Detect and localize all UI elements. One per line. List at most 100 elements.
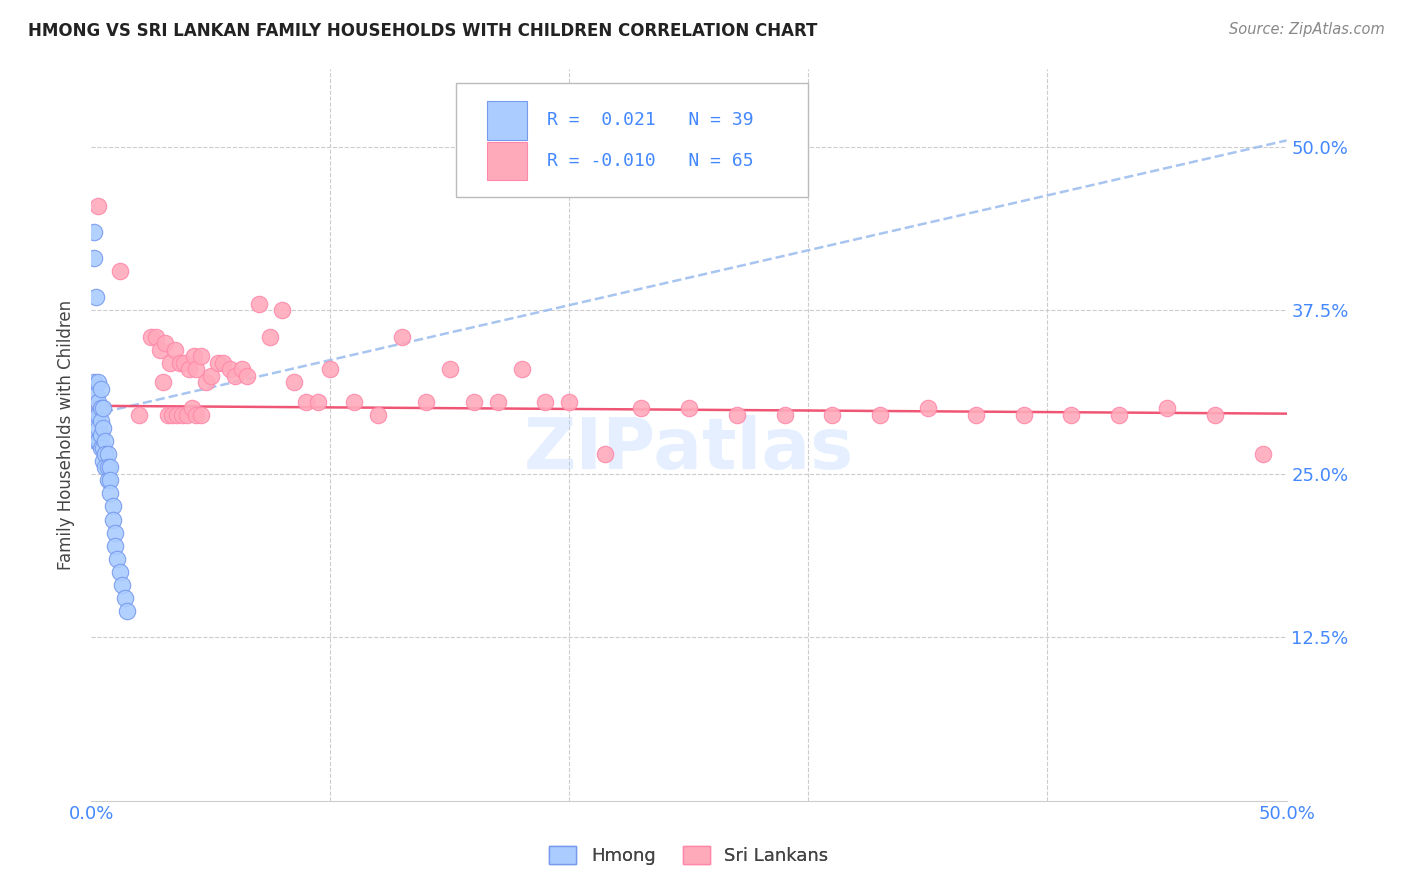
- Point: [319, 362, 342, 376]
- Point: [307, 395, 329, 409]
- Point: [510, 362, 533, 376]
- Point: [111, 578, 134, 592]
- Point: [207, 356, 229, 370]
- Point: [170, 408, 193, 422]
- Point: [186, 362, 208, 376]
- Point: [166, 408, 188, 422]
- Point: [630, 401, 652, 416]
- Point: [247, 297, 270, 311]
- Point: [83, 401, 105, 416]
- Point: [91, 441, 114, 455]
- Point: [114, 591, 136, 605]
- Text: R = -0.010   N = 65: R = -0.010 N = 65: [547, 152, 754, 169]
- Point: [194, 376, 217, 390]
- Point: [87, 421, 110, 435]
- Point: [152, 376, 174, 390]
- Point: [678, 401, 700, 416]
- Point: [1251, 447, 1274, 461]
- Point: [415, 395, 437, 409]
- Point: [1108, 408, 1130, 422]
- Point: [179, 362, 201, 376]
- Point: [139, 329, 162, 343]
- Point: [1060, 408, 1083, 422]
- Point: [162, 408, 184, 422]
- Point: [90, 441, 112, 455]
- Point: [98, 473, 121, 487]
- Point: [821, 408, 844, 422]
- Point: [295, 395, 318, 409]
- Point: [183, 349, 205, 363]
- Point: [90, 427, 112, 442]
- Point: [91, 421, 114, 435]
- Point: [173, 356, 195, 370]
- Point: [97, 473, 120, 487]
- Point: [90, 401, 112, 416]
- Text: HMONG VS SRI LANKAN FAMILY HOUSEHOLDS WITH CHILDREN CORRELATION CHART: HMONG VS SRI LANKAN FAMILY HOUSEHOLDS WI…: [28, 22, 817, 40]
- Point: [87, 395, 110, 409]
- Point: [104, 539, 127, 553]
- Point: [190, 408, 212, 422]
- Point: [87, 376, 110, 390]
- Point: [725, 408, 748, 422]
- Text: Source: ZipAtlas.com: Source: ZipAtlas.com: [1229, 22, 1385, 37]
- Point: [439, 362, 461, 376]
- Point: [91, 453, 114, 467]
- Point: [94, 434, 117, 449]
- Point: [773, 408, 796, 422]
- Point: [84, 388, 107, 402]
- Point: [259, 329, 281, 343]
- Point: [224, 368, 246, 383]
- Point: [97, 447, 120, 461]
- Point: [94, 460, 117, 475]
- Point: [87, 434, 110, 449]
- Point: [155, 336, 177, 351]
- Point: [156, 408, 179, 422]
- Point: [463, 395, 485, 409]
- Point: [1156, 401, 1178, 416]
- Point: [218, 362, 240, 376]
- Point: [231, 362, 253, 376]
- Point: [98, 486, 121, 500]
- Point: [180, 401, 202, 416]
- Point: [84, 408, 107, 422]
- Point: [1204, 408, 1226, 422]
- Point: [83, 251, 105, 265]
- Text: ZIPatlas: ZIPatlas: [524, 415, 853, 483]
- Point: [1012, 408, 1035, 422]
- FancyBboxPatch shape: [456, 83, 808, 196]
- Point: [83, 376, 105, 390]
- Point: [176, 408, 198, 422]
- Point: [211, 356, 233, 370]
- Point: [235, 368, 257, 383]
- Point: [283, 376, 305, 390]
- Point: [115, 604, 138, 618]
- Point: [128, 408, 150, 422]
- FancyBboxPatch shape: [486, 142, 527, 180]
- Point: [107, 551, 129, 566]
- Point: [558, 395, 581, 409]
- Y-axis label: Family Households with Children: Family Households with Children: [58, 300, 75, 570]
- Point: [101, 512, 124, 526]
- Point: [108, 565, 131, 579]
- Point: [83, 225, 105, 239]
- Point: [145, 329, 167, 343]
- Point: [90, 415, 112, 429]
- Point: [593, 447, 616, 461]
- Point: [271, 303, 294, 318]
- Point: [101, 500, 124, 514]
- Point: [91, 401, 114, 416]
- Point: [98, 460, 121, 475]
- Point: [90, 382, 112, 396]
- Point: [367, 408, 389, 422]
- Point: [84, 434, 107, 449]
- Point: [486, 395, 509, 409]
- Point: [159, 356, 181, 370]
- Legend: Hmong, Sri Lankans: Hmong, Sri Lankans: [543, 838, 835, 872]
- Point: [163, 343, 186, 357]
- Text: R =  0.021   N = 39: R = 0.021 N = 39: [547, 112, 754, 129]
- Point: [104, 525, 127, 540]
- Point: [534, 395, 557, 409]
- Point: [917, 401, 939, 416]
- Point: [391, 329, 413, 343]
- Point: [190, 349, 212, 363]
